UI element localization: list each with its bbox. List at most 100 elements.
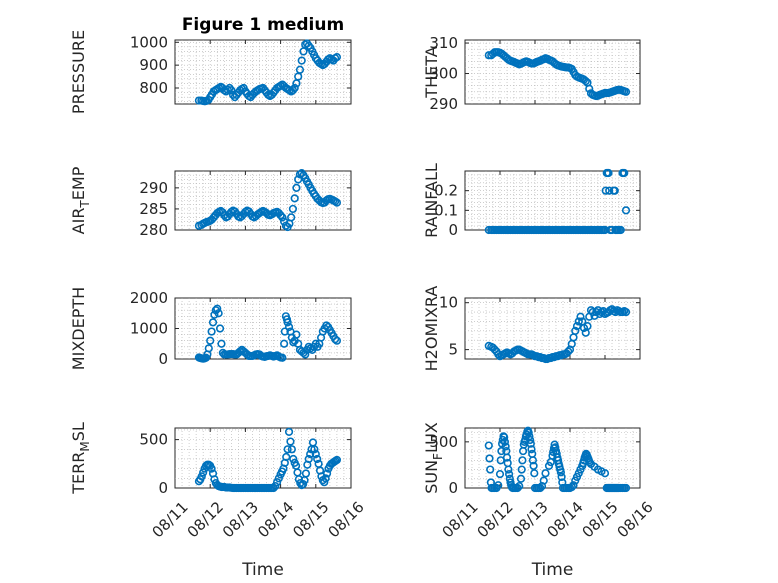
x-tick-label: 08/13 — [508, 498, 551, 541]
y-tick-label: 0.1 — [434, 201, 458, 219]
data-point — [197, 472, 206, 481]
x-tick-label: 08/16 — [613, 498, 656, 541]
y-axis-label: TERRMSL — [69, 422, 92, 495]
data-point — [227, 86, 236, 95]
data-point — [207, 327, 216, 336]
data-point — [288, 204, 298, 214]
y-axis-label: AIRTEMP — [69, 166, 92, 234]
x-axis-label: Time — [241, 560, 284, 580]
subplot-pressure: 800 900 1000 PRESSURE Figure 1 medium — [69, 15, 352, 114]
data-point — [286, 437, 295, 446]
data-point — [272, 478, 282, 487]
data-point — [557, 472, 566, 482]
data-series — [194, 39, 342, 106]
data-series — [484, 48, 631, 101]
data-point — [620, 168, 629, 178]
data-point — [278, 353, 287, 362]
data-point — [581, 77, 590, 86]
data-point — [283, 318, 292, 327]
data-point — [564, 347, 573, 356]
axes-box — [464, 427, 641, 489]
y-tick-label: 290 — [429, 95, 458, 113]
data-point — [610, 186, 619, 195]
y-tick-label: 0.2 — [434, 182, 458, 200]
data-point — [501, 442, 510, 451]
data-point — [295, 65, 305, 74]
data-series — [484, 168, 631, 235]
x-tick-label: 08/11 — [148, 498, 191, 541]
data-point — [208, 318, 218, 327]
data-point — [526, 439, 535, 448]
data-point — [621, 87, 631, 96]
data-point — [601, 186, 610, 195]
data-point — [320, 478, 329, 487]
data-point — [517, 465, 526, 474]
y-axis-label: MIXDEPTH — [69, 287, 88, 370]
data-point — [505, 470, 514, 479]
data-point — [284, 427, 294, 436]
data-series — [194, 169, 342, 232]
y-axis-label: H2OMIXRA — [422, 286, 441, 372]
y-tick-label: 290 — [139, 179, 168, 197]
data-point — [207, 464, 216, 473]
x-tick-label: 08/14 — [543, 498, 586, 541]
data-series — [194, 427, 342, 493]
data-point — [567, 482, 576, 492]
data-point — [494, 481, 503, 490]
x-tick-label: 08/13 — [219, 498, 262, 541]
data-point — [525, 435, 535, 445]
x-axis-label: Time — [531, 560, 574, 580]
data-point — [605, 186, 614, 195]
data-point — [571, 326, 580, 335]
y-tick-label: 1000 — [130, 33, 168, 51]
data-series — [484, 426, 631, 493]
data-point — [223, 85, 232, 94]
data-point — [213, 304, 222, 313]
data-point — [321, 474, 330, 483]
data-point — [515, 482, 524, 491]
data-point — [556, 468, 566, 477]
data-point — [583, 322, 592, 331]
y-tick-label: 285 — [139, 200, 168, 218]
y-tick-label: 0 — [158, 350, 168, 368]
data-point — [572, 322, 582, 331]
data-point — [585, 458, 594, 467]
data-point — [574, 317, 583, 326]
data-point — [495, 470, 505, 479]
y-tick-label: 0 — [448, 221, 458, 239]
data-point — [484, 441, 493, 450]
y-tick-label: 500 — [139, 431, 168, 449]
data-point — [500, 437, 510, 446]
data-point — [290, 194, 299, 203]
data-point — [528, 456, 538, 465]
data-point — [297, 56, 306, 65]
x-tick-label: 08/12 — [473, 498, 516, 541]
data-point — [331, 335, 340, 344]
x-tick-label: 08/11 — [438, 498, 481, 541]
data-point — [282, 452, 291, 462]
data-point — [332, 455, 342, 465]
data-point — [269, 483, 278, 493]
data-point — [332, 198, 342, 207]
y-tick-label: 310 — [429, 34, 458, 52]
data-point — [274, 474, 283, 483]
data-point — [539, 476, 548, 485]
data-point — [284, 322, 294, 332]
data-point — [621, 307, 631, 317]
subplot-air-temp: 280 285 290 AIRTEMP — [69, 166, 352, 239]
data-point — [217, 339, 226, 348]
data-point — [292, 330, 301, 339]
x-tick-label: 08/14 — [254, 498, 297, 541]
data-point — [283, 445, 292, 454]
data-point — [502, 453, 512, 462]
data-point — [500, 433, 509, 442]
data-point — [311, 450, 320, 459]
subplot-mixdepth: 0 1000 2000 MIXDEPTH — [69, 287, 352, 370]
data-point — [504, 465, 513, 474]
chart-title: Figure 1 medium — [182, 15, 344, 35]
data-point — [301, 350, 310, 359]
